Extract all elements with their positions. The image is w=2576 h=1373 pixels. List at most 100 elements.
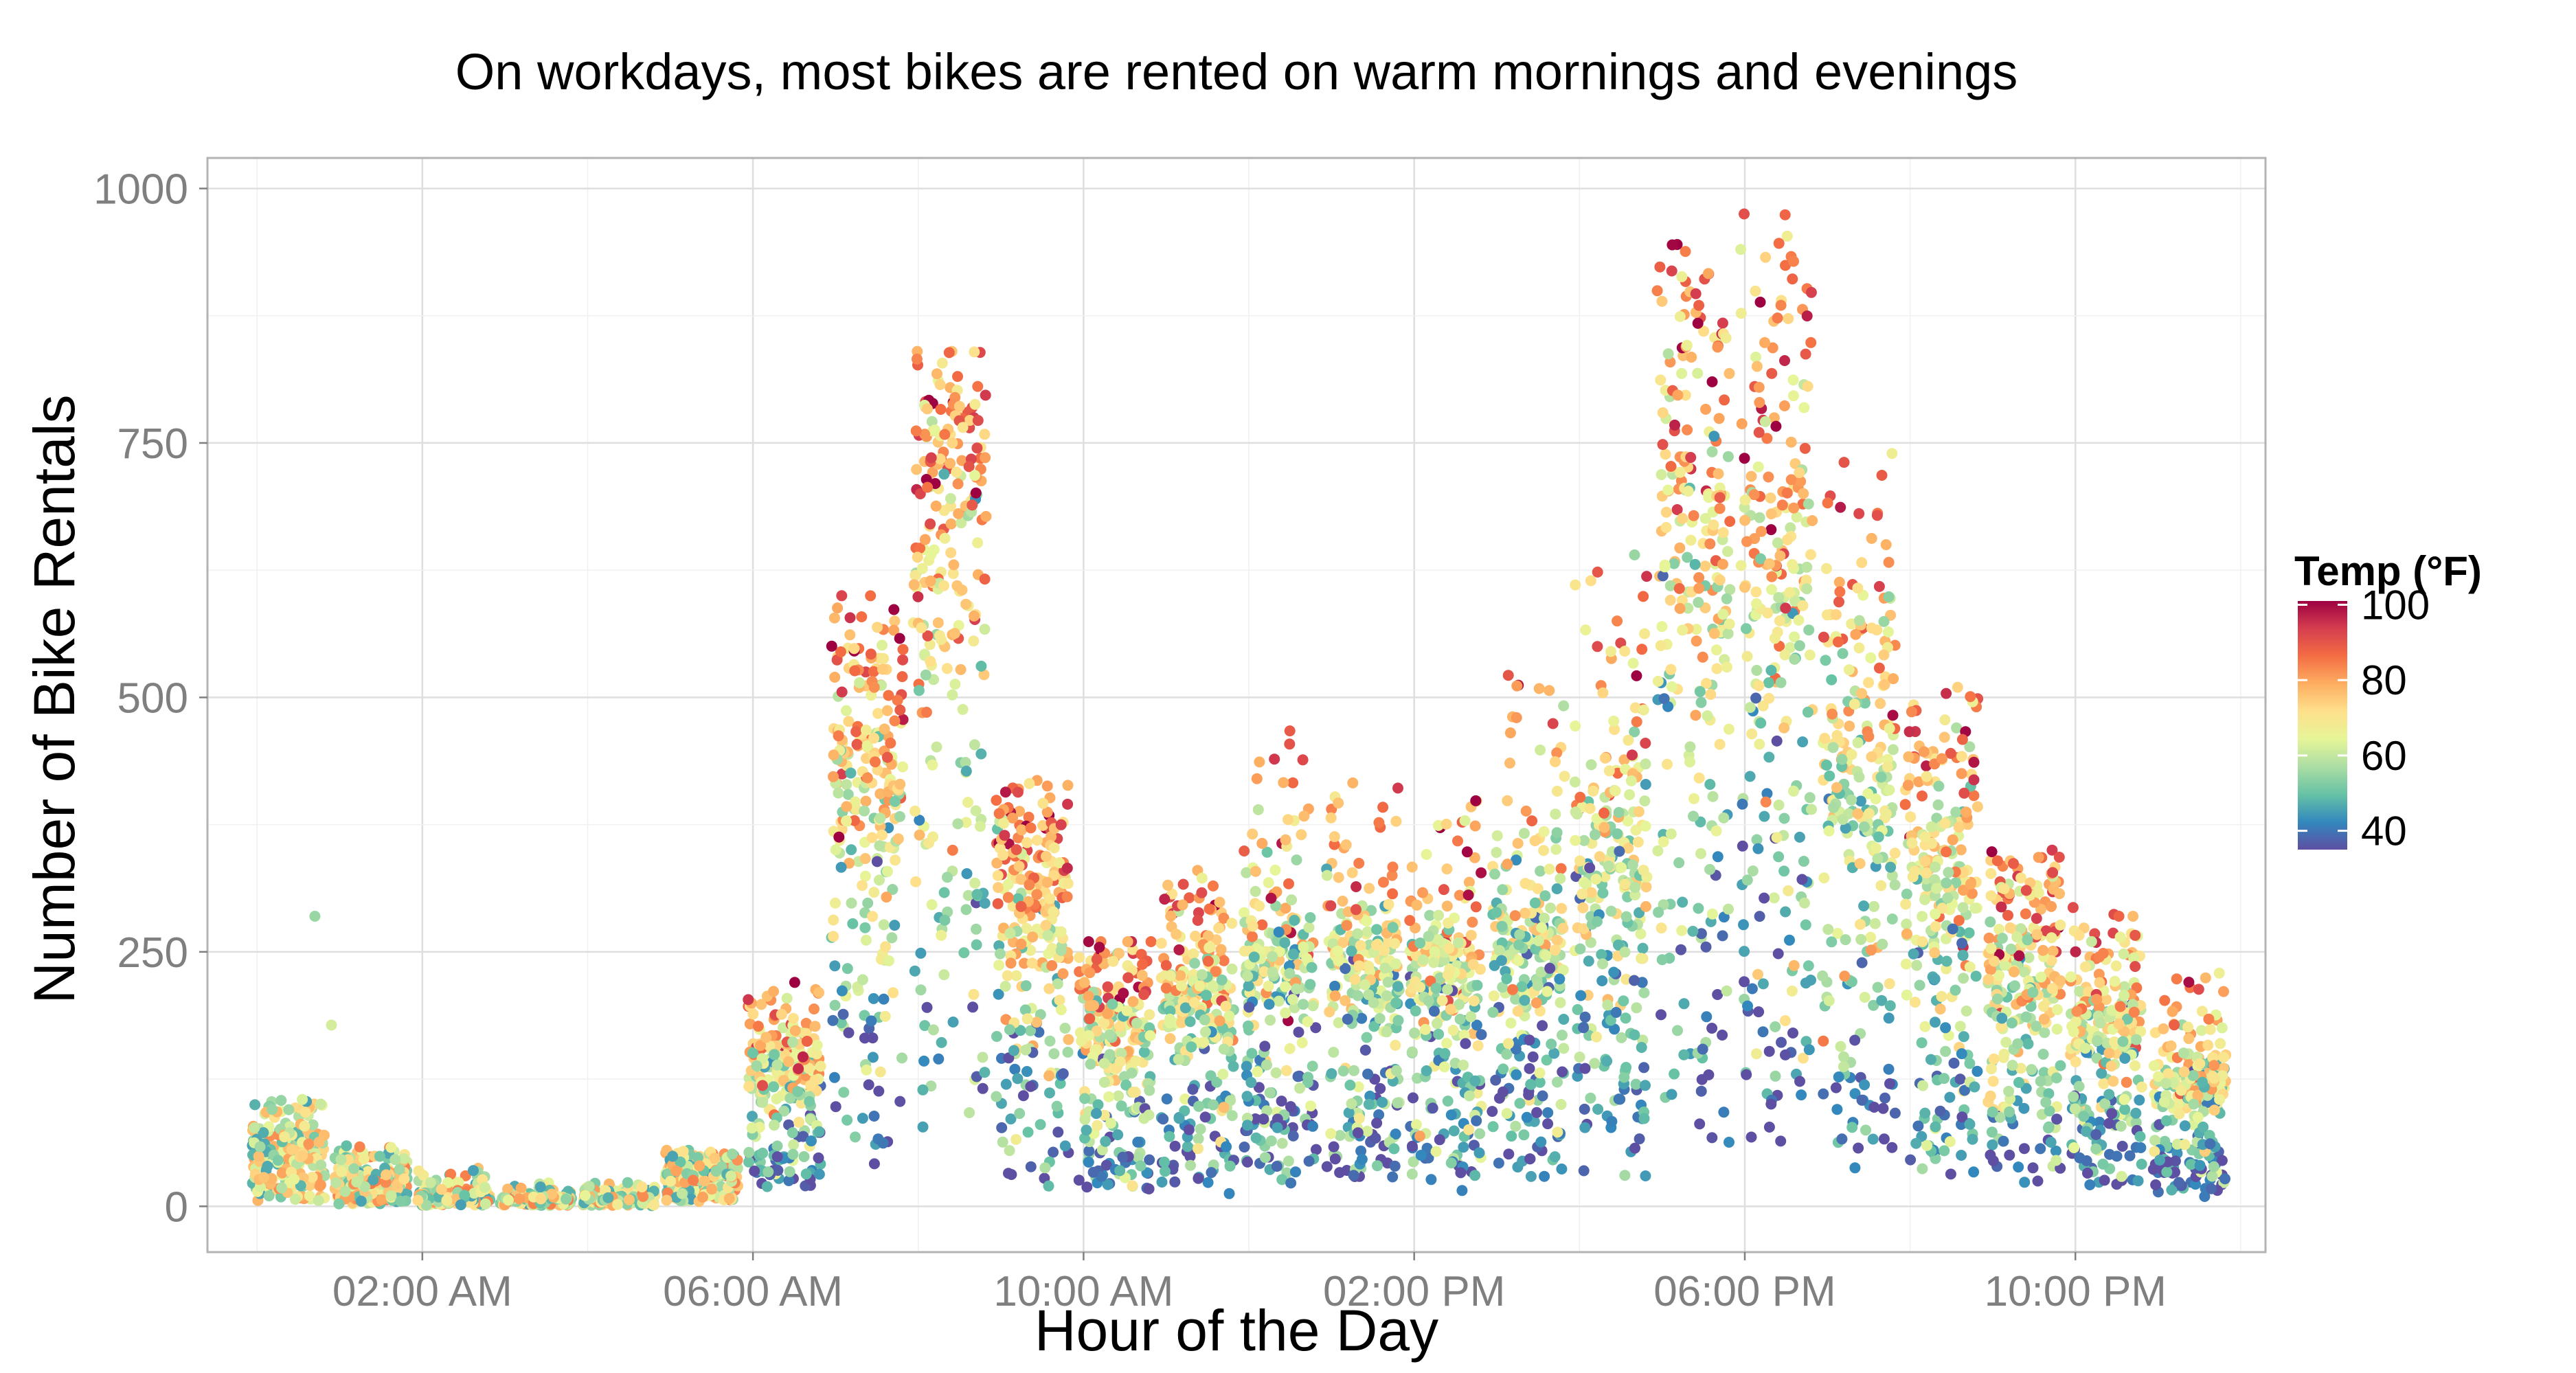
data-point xyxy=(1406,1168,1418,1180)
data-point xyxy=(1324,1006,1335,1018)
data-point xyxy=(1510,993,1522,1005)
data-point xyxy=(850,1131,861,1143)
data-point xyxy=(1631,1002,1642,1014)
data-point xyxy=(1084,1013,1096,1025)
data-point xyxy=(1602,999,1614,1011)
data-point xyxy=(1657,439,1669,451)
data-point xyxy=(1098,1076,1110,1088)
data-point xyxy=(952,371,963,383)
data-point xyxy=(1609,724,1620,736)
data-point xyxy=(1694,1118,1706,1130)
data-point xyxy=(879,1010,891,1022)
data-point xyxy=(757,1080,768,1091)
data-point xyxy=(945,547,957,558)
data-point xyxy=(1834,586,1846,598)
data-point xyxy=(1197,969,1208,980)
data-point xyxy=(836,590,848,602)
data-point xyxy=(1114,948,1125,960)
data-point xyxy=(1757,1026,1769,1038)
data-point xyxy=(1882,626,1894,637)
data-point xyxy=(1655,374,1667,386)
data-point xyxy=(1737,798,1748,810)
data-point xyxy=(1708,628,1720,639)
data-point xyxy=(1346,1098,1357,1109)
data-point xyxy=(868,992,879,1004)
data-point xyxy=(1042,929,1054,941)
data-point xyxy=(1856,1094,1868,1106)
data-point xyxy=(1662,758,1673,770)
data-point xyxy=(1855,918,1866,930)
data-point xyxy=(1596,949,1607,960)
data-point xyxy=(943,347,955,359)
data-point xyxy=(746,1122,758,1134)
data-point xyxy=(1770,1021,1781,1032)
data-point xyxy=(1207,980,1219,992)
data-point xyxy=(828,931,839,942)
data-point xyxy=(1569,776,1581,788)
data-point xyxy=(1491,830,1503,841)
data-point xyxy=(1759,337,1770,348)
data-point xyxy=(1766,584,1777,595)
data-point xyxy=(887,884,899,895)
data-point xyxy=(999,830,1010,841)
data-point xyxy=(1865,652,1877,663)
data-point xyxy=(1665,828,1677,840)
data-point xyxy=(1745,1131,1757,1143)
data-point xyxy=(1079,1093,1091,1104)
data-point xyxy=(1438,1061,1450,1073)
data-point xyxy=(1763,751,1775,763)
data-point xyxy=(339,1185,351,1197)
data-point xyxy=(829,672,841,683)
data-point xyxy=(964,1107,975,1118)
data-point xyxy=(1682,424,1693,435)
data-point xyxy=(914,815,925,826)
data-point xyxy=(991,795,1002,806)
data-point xyxy=(1472,1040,1484,1052)
data-point xyxy=(623,1194,635,1205)
data-point xyxy=(1657,570,1669,582)
data-point xyxy=(1373,1109,1385,1120)
data-point xyxy=(1605,905,1617,917)
data-point xyxy=(1012,786,1024,798)
data-point xyxy=(1666,265,1677,277)
data-point xyxy=(1754,738,1765,750)
data-point xyxy=(845,767,857,779)
data-point xyxy=(1660,522,1672,533)
data-point xyxy=(886,932,898,944)
data-point xyxy=(1283,1155,1294,1167)
data-point xyxy=(1160,960,1172,971)
data-point xyxy=(1250,1113,1261,1124)
data-point xyxy=(1556,903,1568,914)
data-point xyxy=(1554,973,1566,985)
data-point xyxy=(1298,941,1309,953)
data-point xyxy=(1085,1058,1096,1070)
data-point xyxy=(963,461,975,473)
data-point xyxy=(1858,900,1870,911)
data-point xyxy=(1781,534,1793,545)
data-point xyxy=(1629,549,1640,560)
data-point xyxy=(867,911,879,922)
data-point xyxy=(1877,938,1888,950)
data-point xyxy=(992,870,1004,881)
data-point xyxy=(1363,1098,1375,1110)
data-point xyxy=(1535,745,1546,756)
data-point xyxy=(602,1192,614,1203)
data-point xyxy=(980,452,991,464)
data-point xyxy=(1598,821,1610,833)
data-point xyxy=(1822,609,1833,621)
data-point xyxy=(425,1177,436,1188)
data-point xyxy=(1872,981,1884,993)
data-point xyxy=(1526,815,1538,827)
data-point xyxy=(1254,900,1265,911)
data-point xyxy=(882,865,893,877)
data-point xyxy=(789,977,800,988)
data-point xyxy=(1551,827,1563,839)
data-point xyxy=(1256,837,1268,849)
data-point xyxy=(1441,1038,1452,1049)
data-point xyxy=(917,1121,929,1133)
data-point xyxy=(1537,1020,1548,1032)
data-point xyxy=(1173,1054,1184,1065)
data-point xyxy=(1636,1042,1647,1053)
data-point xyxy=(313,1136,325,1148)
data-point xyxy=(1371,1117,1383,1129)
